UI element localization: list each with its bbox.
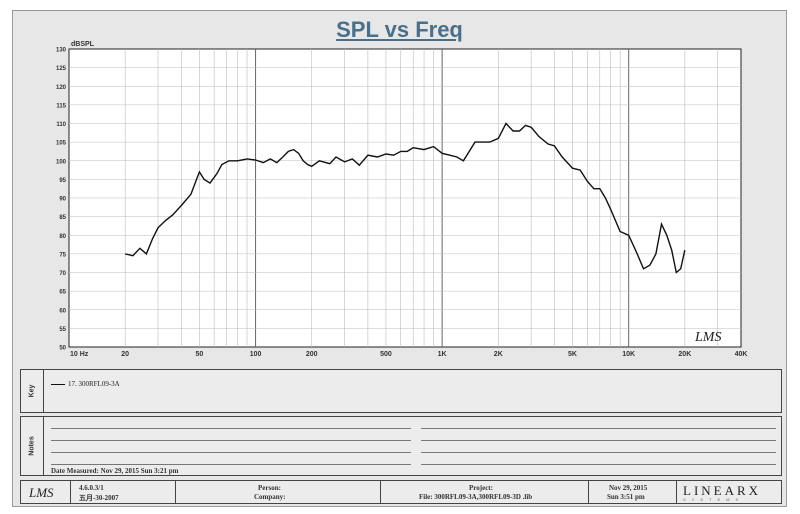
y-tick-label: 110 (56, 122, 66, 128)
company-label: Company: (254, 493, 286, 501)
y-tick-label: 105 (56, 141, 67, 147)
lms-logo: LMS (29, 485, 54, 500)
x-tick-label: 5K (568, 351, 577, 358)
notes-section-label: Notes (21, 417, 44, 475)
note-line (51, 452, 411, 453)
note-line (51, 428, 411, 429)
y-tick-label: 115 (56, 103, 66, 109)
spl-chart: 50 55 60 65 70 75 80 85 90 95 100 105 110 115 120 125 13… (56, 41, 747, 358)
legend-entry: 17. 300RFL09-3A (51, 380, 120, 388)
footer-date: Nov 29, 2015 (609, 484, 648, 492)
x-tick-label: 50 (196, 351, 204, 358)
legend-section: Key 17. 300RFL09-3A (20, 369, 782, 413)
project-label: Project: (469, 484, 493, 492)
footer-person-cell: Person: Company: (176, 481, 381, 503)
brand-subtitle: SYSTEMS (683, 497, 745, 502)
version-date: 五月-30-2007 (79, 494, 119, 502)
footer-version-cell: 4.6.0.3/1 五月-30-2007 (71, 481, 176, 503)
note-line (421, 464, 776, 465)
lms-watermark: LMS (694, 330, 721, 345)
note-line (51, 464, 411, 465)
footer-date-cell: Nov 29, 2015 Sun 3:51 pm (589, 481, 677, 503)
x-tick-label: 10 Hz (70, 351, 89, 358)
report-frame: SPL vs Freq 50 55 60 65 70 75 80 85 90 95 100 105 11… (12, 10, 787, 507)
note-line (421, 428, 776, 429)
y-tick-label: 60 (59, 308, 66, 314)
grid (69, 49, 741, 347)
brand-name: LINEARX (683, 483, 762, 498)
chart-title: SPL vs Freq (336, 17, 463, 42)
y-tick-label: 100 (56, 159, 67, 165)
x-tick-labels: 10 Hz 20 50 100 200 500 1K 2K 5K 10K 20K 40K (70, 351, 747, 358)
note-line (51, 440, 411, 441)
y-tick-label: 95 (59, 178, 66, 184)
legend-section-label: Key (21, 370, 44, 412)
y-tick-label: 90 (59, 197, 66, 203)
y-tick-label: 55 (59, 327, 66, 333)
file-label: File: 300RFL09-3A,300RFL09-3D .lib (419, 493, 533, 501)
y-axis-label: dBSPL (71, 41, 95, 48)
y-tick-label: 120 (56, 85, 67, 91)
linearx-logo: LINEARX SYSTEMS (683, 483, 778, 502)
x-tick-label: 200 (306, 351, 318, 358)
footer-logo-cell: LMS (21, 481, 71, 503)
version-text: 4.6.0.3/1 (79, 484, 104, 492)
legend-entry-label: 17. 300RFL09-3A (68, 380, 120, 388)
note-line (421, 440, 776, 441)
legend-line-swatch (51, 383, 65, 385)
x-tick-label: 40K (735, 351, 748, 358)
y-tick-label: 75 (59, 252, 66, 258)
footer-project-cell: Project: File: 300RFL09-3A,300RFL09-3D .… (381, 481, 589, 503)
x-tick-label: 20 (121, 351, 129, 358)
y-tick-label: 65 (59, 290, 66, 296)
footer-bar: LMS 4.6.0.3/1 五月-30-2007 Person: Company… (20, 480, 782, 504)
y-tick-label: 130 (56, 48, 67, 54)
x-tick-label: 1K (438, 351, 447, 358)
y-tick-label: 125 (56, 66, 67, 72)
y-tick-label: 50 (59, 346, 66, 352)
x-tick-label: 2K (494, 351, 503, 358)
x-tick-label: 500 (380, 351, 392, 358)
person-label: Person: (258, 484, 281, 492)
x-tick-label: 20K (678, 351, 691, 358)
date-measured: Date Measured: Nov 29, 2015 Sun 3:21 pm (51, 467, 179, 475)
x-tick-label: 10K (622, 351, 635, 358)
note-line (421, 452, 776, 453)
y-tick-labels: 50 55 60 65 70 75 80 85 90 95 100 105 110 115 120 125 13… (56, 48, 67, 352)
y-tick-label: 70 (59, 271, 66, 277)
series-line-300RFL09-3A (125, 122, 686, 274)
x-tick-label: 100 (250, 351, 262, 358)
footer-time: Sun 3:51 pm (607, 493, 645, 501)
notes-section: Notes Date Measured: Nov 29, 2015 Sun 3:… (20, 416, 782, 476)
y-tick-label: 80 (59, 234, 66, 240)
y-tick-label: 85 (59, 215, 66, 221)
